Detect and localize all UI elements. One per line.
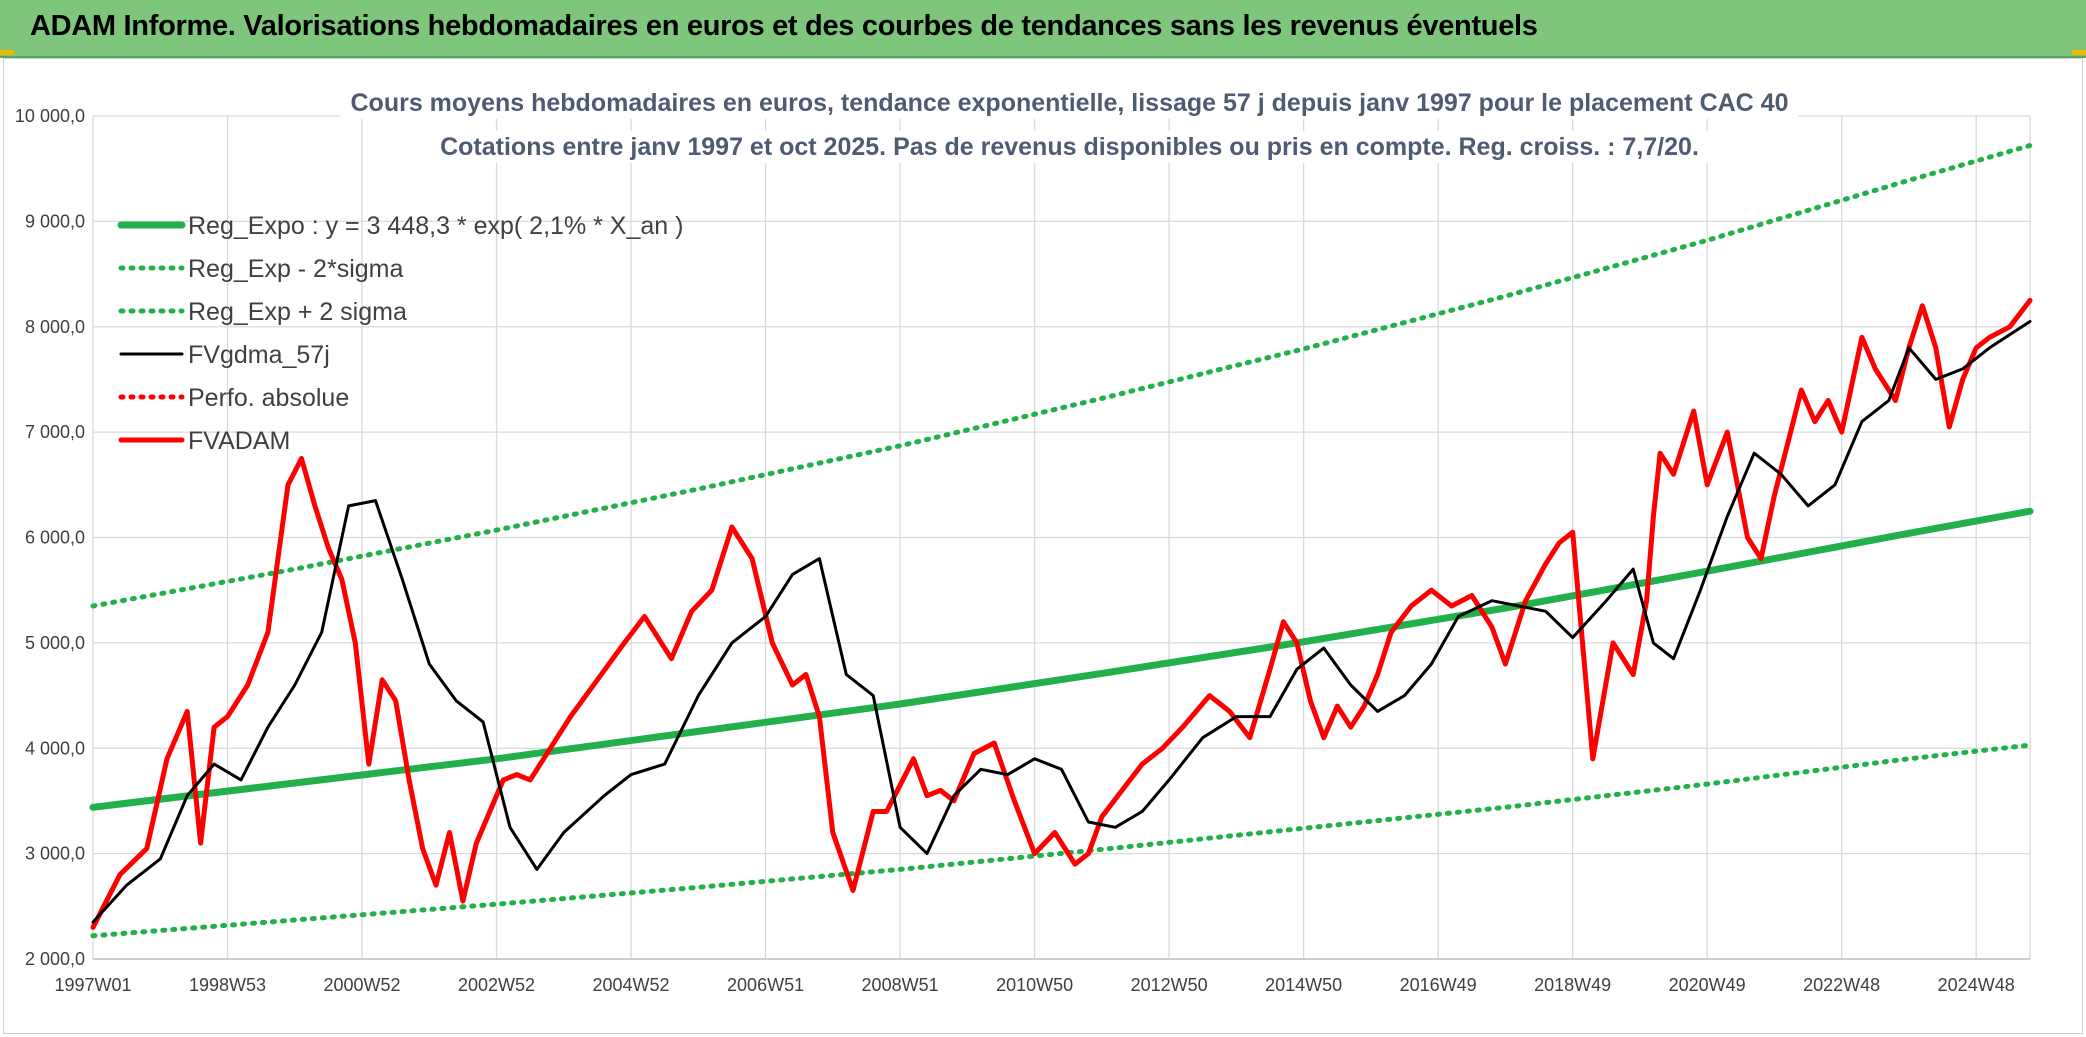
x-tick-label: 2002W52	[458, 975, 535, 995]
legend-label: Reg_Exp + 2 sigma	[188, 298, 407, 326]
y-tick-label: 9 000,0	[25, 211, 85, 231]
y-tick-label: 10 000,0	[15, 106, 85, 126]
report-title: ADAM Informe. Valorisations hebdomadaire…	[30, 10, 1538, 42]
series-line-3	[91, 320, 2032, 924]
series-line-5	[90, 297, 2033, 930]
series-line-0	[89, 507, 2034, 811]
legend-item[interactable]: Reg_Exp + 2 sigma	[118, 298, 407, 326]
x-tick-label: 2014W50	[1265, 975, 1342, 995]
y-tick-label: 7 000,0	[25, 422, 85, 442]
chart-title: Cours moyens hebdomadaires en euros, ten…	[351, 89, 1789, 117]
y-tick-label: 6 000,0	[25, 528, 85, 548]
legend-label: FVgdma_57j	[188, 341, 330, 369]
legend-label: Reg_Exp - 2*sigma	[188, 255, 403, 283]
series-line-2	[90, 143, 2033, 609]
chart-subtitle: Cotations entre janv 1997 et oct 2025. P…	[440, 133, 1699, 161]
axes: 2 000,0 3 000,0 4 000,0 5 000,0 6 000,0 7 000…	[15, 106, 2030, 995]
legend[interactable]: Reg_Expo : y = 3 448,3 * exp( 2,1% * X_a…	[117, 212, 683, 455]
legend-label: Perfo. absolue	[188, 384, 349, 412]
x-tick-label: 2024W48	[1938, 975, 2015, 995]
gridlines	[92, 115, 2031, 960]
line-chart: 2 000,0 3 000,0 4 000,0 5 000,0 6 000,0 7 000…	[15, 87, 2034, 995]
legend-item[interactable]: Reg_Expo : y = 3 448,3 * exp( 2,1% * X_a…	[117, 212, 683, 240]
x-tick-label: 2018W49	[1534, 975, 1611, 995]
y-tick-label: 2 000,0	[25, 949, 85, 969]
y-tick-label: 8 000,0	[25, 317, 85, 337]
x-tick-label: 2016W49	[1400, 975, 1477, 995]
report-banner: ADAM Informe. Valorisations hebdomadaire…	[0, 0, 2086, 58]
y-tick-label: 3 000,0	[25, 844, 85, 864]
x-tick-label: 2020W49	[1669, 975, 1746, 995]
series-line-1	[90, 742, 2033, 939]
chart-subtitle-backdrop	[430, 131, 1709, 163]
x-tick-label: 1997W01	[54, 975, 131, 995]
legend-label: FVADAM	[188, 427, 290, 455]
legend-item[interactable]: FVADAM	[118, 427, 290, 455]
x-tick-label: 2004W52	[593, 975, 670, 995]
x-tick-label: 2010W50	[996, 975, 1073, 995]
legend-item[interactable]: Reg_Exp - 2*sigma	[118, 255, 403, 283]
chart-title-block: Cours moyens hebdomadaires en euros, ten…	[340, 87, 1799, 163]
chart-title-backdrop	[340, 87, 1799, 119]
x-tick-label: 1998W53	[189, 975, 266, 995]
corner-mark-left	[0, 50, 14, 55]
legend-item[interactable]: Perfo. absolue	[118, 384, 349, 412]
x-tick-label: 2022W48	[1803, 975, 1880, 995]
corner-mark-right	[2072, 50, 2086, 55]
legend-label: Reg_Expo : y = 3 448,3 * exp( 2,1% * X_a…	[188, 212, 683, 240]
x-tick-label: 2012W50	[1131, 975, 1208, 995]
y-tick-label: 4 000,0	[25, 738, 85, 758]
series-group	[89, 143, 2034, 939]
legend-item[interactable]: FVgdma_57j	[119, 341, 330, 369]
y-tick-label: 5 000,0	[25, 633, 85, 653]
x-tick-label: 2006W51	[727, 975, 804, 995]
x-tick-label: 2008W51	[862, 975, 939, 995]
x-tick-label: 2000W52	[323, 975, 400, 995]
chart-frame: 2 000,0 3 000,0 4 000,0 5 000,0 6 000,0 7 000…	[3, 58, 2083, 1034]
